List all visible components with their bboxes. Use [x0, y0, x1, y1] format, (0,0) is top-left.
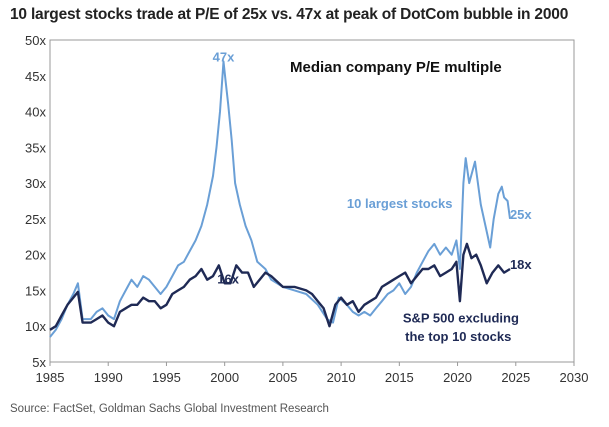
- y-tick-label: 25x: [25, 212, 46, 227]
- chart-headline: 10 largest stocks trade at P/E of 25x vs…: [10, 6, 569, 23]
- source-note: Source: FactSet, Goldman Sachs Global In…: [10, 403, 329, 415]
- y-tick-label: 5x: [32, 355, 46, 370]
- y-tick-label: 30x: [25, 176, 46, 191]
- annotation-label: 16x: [217, 271, 239, 286]
- annotation-label: 18x: [510, 257, 532, 272]
- x-tick-label: 2000: [210, 370, 239, 385]
- annotation-label: the top 10 stocks: [405, 329, 511, 344]
- annotation-label: 47x: [213, 49, 235, 64]
- x-tick-label: 1985: [36, 370, 65, 385]
- chart-title: Median company P/E multiple: [290, 59, 502, 76]
- series-line-sp500-ex-top10: [49, 242, 511, 331]
- annotation-label: 25x: [510, 207, 532, 222]
- x-tick-label: 2005: [268, 370, 297, 385]
- annotation-label: 10 largest stocks: [347, 196, 453, 211]
- series-line-top10: [49, 60, 511, 338]
- x-tick-label: 2020: [443, 370, 472, 385]
- x-tick-label: 2010: [327, 370, 356, 385]
- y-tick-label: 20x: [25, 248, 46, 263]
- y-tick-label: 40x: [25, 105, 46, 120]
- plot-frame: [49, 39, 575, 363]
- x-tick-label: 2030: [560, 370, 589, 385]
- x-tick-label: 1995: [152, 370, 181, 385]
- y-tick-label: 35x: [25, 140, 46, 155]
- x-tick-label: 2025: [501, 370, 530, 385]
- y-tick-label: 50x: [25, 33, 46, 48]
- x-tick-label: 1990: [94, 370, 123, 385]
- annotation-label: S&P 500 excluding: [403, 311, 519, 326]
- y-tick-label: 10x: [25, 319, 46, 334]
- y-tick-label: 15x: [25, 283, 46, 298]
- x-tick-label: 2015: [385, 370, 414, 385]
- y-tick-label: 45x: [25, 69, 46, 84]
